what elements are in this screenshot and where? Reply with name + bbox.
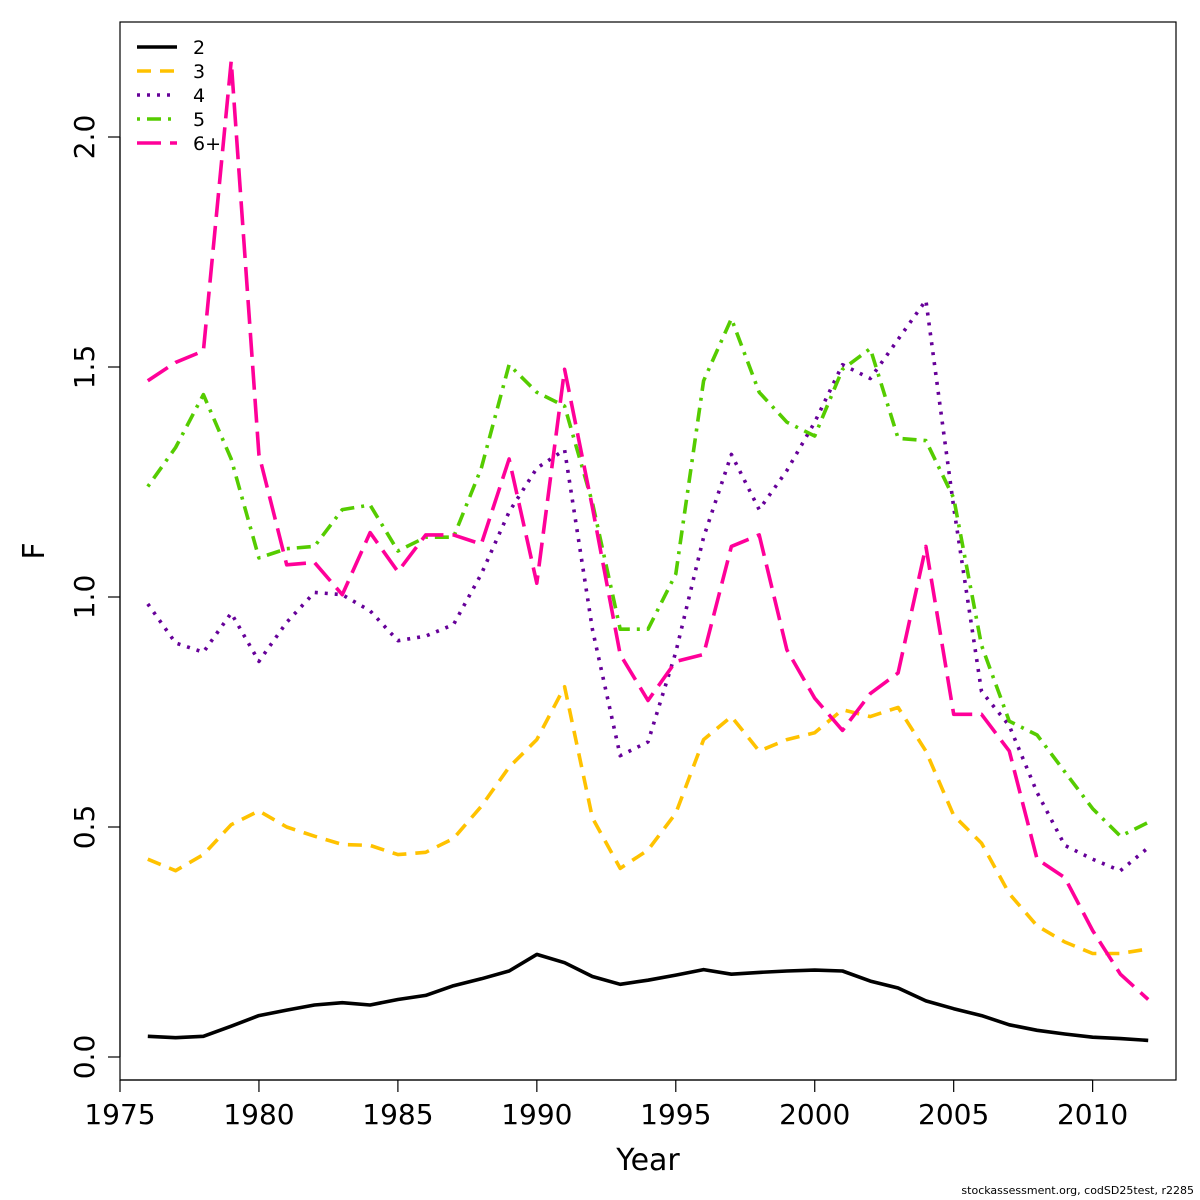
series-line-2 <box>147 952 1149 1043</box>
x-tick-label: 1980 <box>223 1098 294 1131</box>
legend-label: 2 <box>193 37 205 59</box>
x-tick-label: 2005 <box>918 1098 989 1131</box>
y-tick-label: 0.0 <box>68 1035 101 1080</box>
x-tick-label: 2000 <box>779 1098 850 1131</box>
y-tick-label: 1.0 <box>68 575 101 620</box>
footnote: stockassessment.org, codSD25test, r2285 <box>961 1184 1194 1197</box>
x-tick-label: 1985 <box>362 1098 433 1131</box>
y-axis: 0.0 0.5 1.0 1.5 2.0 <box>68 115 121 1080</box>
y-tick-label: 1.5 <box>68 345 101 390</box>
series-line-6plus <box>146 59 1150 1001</box>
series-line-3 <box>147 684 1149 956</box>
x-axis-title: Year <box>615 1143 680 1178</box>
series-line-4 <box>146 298 1150 873</box>
series-line-5 <box>146 316 1150 839</box>
y-tick-label: 0.5 <box>68 805 101 850</box>
series-lines <box>146 59 1150 1043</box>
legend-label: 5 <box>193 109 205 131</box>
y-axis-title: F <box>17 542 52 559</box>
y-tick-label: 2.0 <box>68 115 101 160</box>
x-tick-label: 1990 <box>501 1098 572 1131</box>
legend-label: 6+ <box>193 133 221 155</box>
legend-label: 4 <box>193 85 205 107</box>
x-axis: 1975 1980 1985 1990 1995 2000 2005 2010 <box>84 1079 1128 1131</box>
legend-label: 3 <box>193 61 205 83</box>
x-tick-label: 2010 <box>1057 1098 1128 1131</box>
x-tick-label: 1995 <box>640 1098 711 1131</box>
x-tick-label: 1975 <box>84 1098 155 1131</box>
